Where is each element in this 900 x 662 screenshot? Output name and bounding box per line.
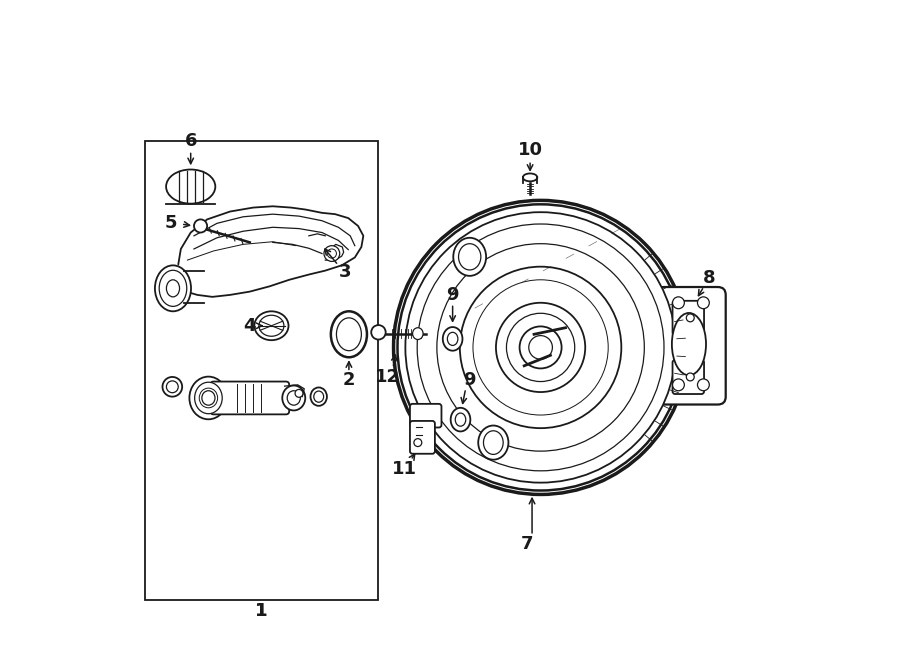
Ellipse shape bbox=[412, 328, 423, 340]
Circle shape bbox=[398, 205, 684, 491]
Circle shape bbox=[698, 297, 709, 308]
Ellipse shape bbox=[337, 318, 362, 351]
Text: 7: 7 bbox=[521, 536, 534, 553]
Text: 5: 5 bbox=[165, 214, 177, 232]
Ellipse shape bbox=[451, 408, 471, 432]
FancyBboxPatch shape bbox=[672, 301, 704, 335]
Ellipse shape bbox=[478, 426, 508, 459]
Text: 2: 2 bbox=[343, 371, 356, 389]
Text: 10: 10 bbox=[518, 142, 543, 160]
Ellipse shape bbox=[255, 311, 289, 340]
Ellipse shape bbox=[455, 413, 466, 426]
Ellipse shape bbox=[458, 244, 481, 270]
FancyBboxPatch shape bbox=[672, 360, 704, 394]
Circle shape bbox=[324, 246, 339, 261]
Ellipse shape bbox=[672, 313, 706, 375]
Ellipse shape bbox=[155, 265, 191, 311]
Circle shape bbox=[414, 439, 422, 447]
FancyBboxPatch shape bbox=[656, 287, 725, 404]
Text: 4: 4 bbox=[244, 316, 256, 335]
Circle shape bbox=[672, 379, 684, 391]
Ellipse shape bbox=[194, 382, 222, 414]
Text: 11: 11 bbox=[392, 460, 417, 478]
Circle shape bbox=[473, 280, 608, 415]
Ellipse shape bbox=[454, 238, 486, 276]
Ellipse shape bbox=[159, 270, 187, 307]
Circle shape bbox=[405, 213, 676, 483]
Ellipse shape bbox=[189, 377, 228, 419]
Bar bbox=[145, 140, 378, 600]
Text: 1: 1 bbox=[256, 602, 268, 620]
Ellipse shape bbox=[331, 311, 367, 357]
Circle shape bbox=[519, 326, 562, 369]
Ellipse shape bbox=[310, 387, 327, 406]
Ellipse shape bbox=[447, 332, 458, 346]
Circle shape bbox=[436, 244, 644, 451]
Circle shape bbox=[672, 297, 684, 308]
Ellipse shape bbox=[166, 169, 215, 204]
Text: 9: 9 bbox=[446, 286, 459, 304]
Ellipse shape bbox=[523, 173, 537, 181]
Ellipse shape bbox=[287, 391, 301, 405]
Ellipse shape bbox=[483, 431, 503, 454]
Circle shape bbox=[418, 224, 664, 471]
FancyBboxPatch shape bbox=[211, 381, 289, 414]
Text: 8: 8 bbox=[703, 269, 716, 287]
Ellipse shape bbox=[163, 377, 182, 397]
FancyBboxPatch shape bbox=[410, 421, 435, 453]
Circle shape bbox=[687, 314, 694, 322]
FancyBboxPatch shape bbox=[410, 404, 442, 428]
Circle shape bbox=[507, 313, 575, 381]
Circle shape bbox=[393, 201, 688, 495]
Ellipse shape bbox=[202, 391, 215, 405]
Text: 9: 9 bbox=[464, 371, 476, 389]
Ellipse shape bbox=[199, 388, 218, 408]
Text: 6: 6 bbox=[184, 132, 197, 150]
Text: 12: 12 bbox=[375, 368, 401, 386]
Ellipse shape bbox=[283, 385, 305, 410]
Text: 1: 1 bbox=[256, 602, 268, 620]
Circle shape bbox=[529, 336, 553, 359]
Circle shape bbox=[371, 325, 386, 340]
Ellipse shape bbox=[166, 280, 179, 297]
Circle shape bbox=[698, 379, 709, 391]
Circle shape bbox=[194, 219, 207, 232]
Ellipse shape bbox=[166, 381, 178, 393]
Circle shape bbox=[295, 389, 303, 397]
Text: 3: 3 bbox=[338, 263, 351, 281]
Ellipse shape bbox=[259, 315, 284, 336]
Ellipse shape bbox=[443, 327, 463, 351]
Circle shape bbox=[687, 373, 694, 381]
Circle shape bbox=[328, 249, 337, 258]
Polygon shape bbox=[176, 207, 364, 297]
Circle shape bbox=[460, 267, 621, 428]
Ellipse shape bbox=[314, 391, 324, 402]
Circle shape bbox=[496, 303, 585, 392]
